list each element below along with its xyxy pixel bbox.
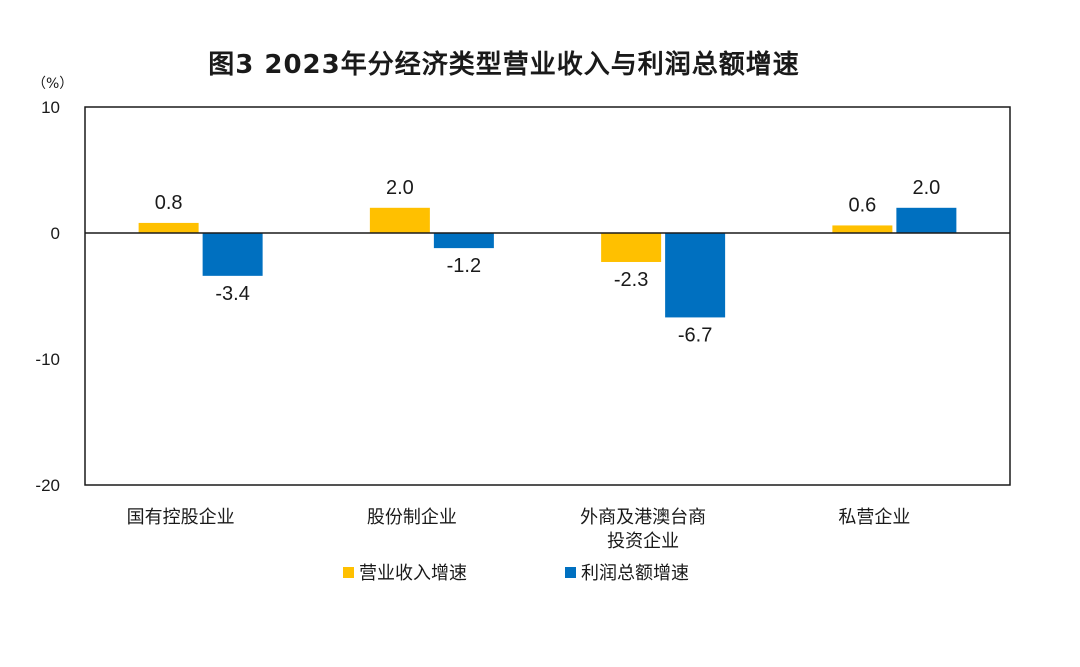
bar: [369, 207, 430, 233]
data-label: 2.0: [386, 177, 414, 199]
legend-swatch: [343, 567, 354, 578]
legend-swatch: [565, 567, 576, 578]
legend-label: 营业收入增速: [359, 563, 467, 584]
y-tick-label: -10: [35, 350, 60, 369]
category-label: 股份制企业: [367, 507, 457, 528]
bar: [832, 225, 893, 233]
category-label: 国有控股企业: [127, 507, 235, 528]
chart-title: 图3 2023年分经济类型营业收入与利润总额增速: [208, 50, 800, 80]
data-label: 2.0: [912, 177, 940, 199]
data-label: 0.8: [155, 192, 183, 214]
bar: [138, 222, 199, 233]
category-label: 投资企业: [607, 531, 679, 552]
data-label: -2.3: [614, 269, 648, 291]
data-label: -6.7: [678, 324, 712, 346]
bar: [433, 233, 494, 249]
category-label: 私营企业: [838, 507, 910, 528]
bar: [665, 233, 726, 318]
legend-label: 利润总额增速: [581, 563, 689, 584]
category-label: 外商及港澳台商: [580, 507, 706, 528]
bar: [601, 233, 662, 262]
y-axis-unit-label: （%）: [32, 76, 73, 92]
data-label: 0.6: [848, 194, 876, 216]
bar: [202, 233, 263, 276]
y-tick-label: -20: [35, 476, 60, 495]
plot-frame: [84, 106, 1011, 486]
y-tick-label: 0: [51, 224, 60, 243]
data-label: -1.2: [447, 255, 481, 277]
bar: [896, 207, 957, 233]
y-tick-label: 10: [41, 98, 60, 117]
data-label: -3.4: [215, 283, 249, 305]
